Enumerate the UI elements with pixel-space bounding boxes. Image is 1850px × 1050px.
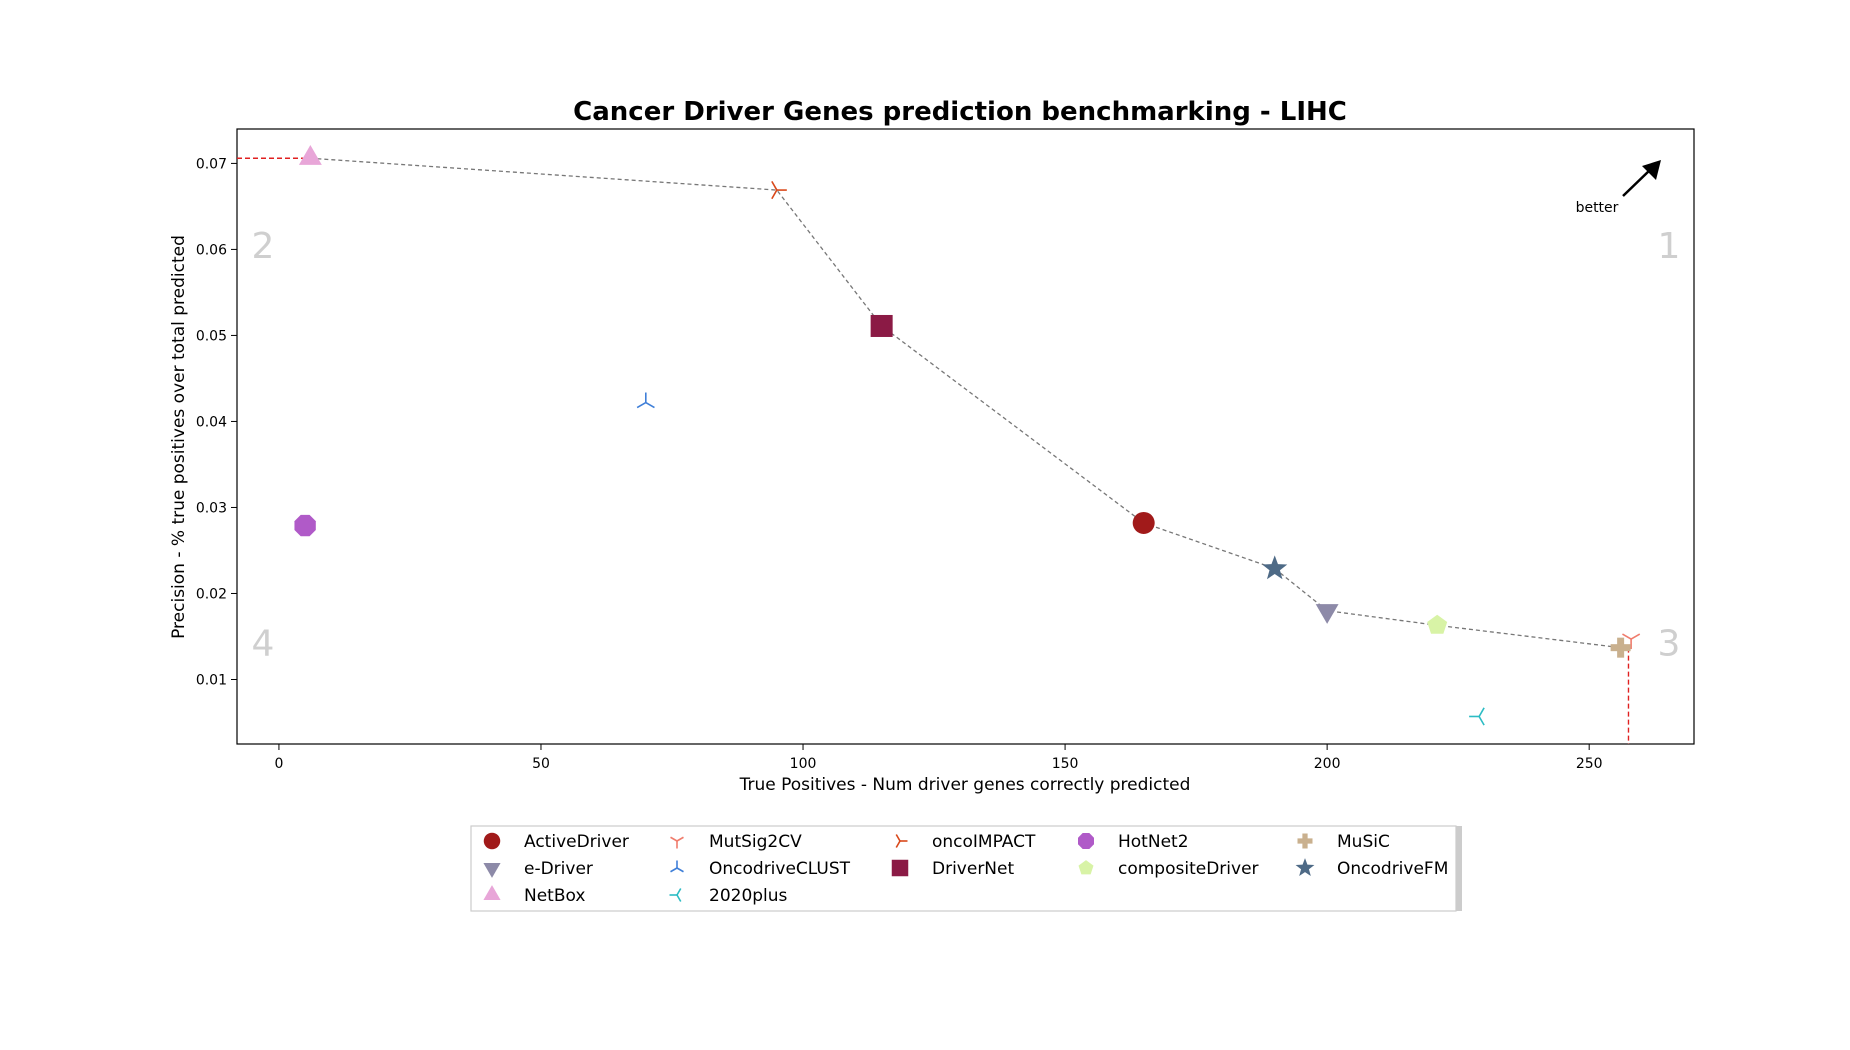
legend-label: MuSiC	[1337, 832, 1390, 852]
legend-item-netbox: NetBox	[483, 885, 585, 906]
x-tick-label: 50	[532, 756, 550, 772]
legend-marker-oncodrivefm	[1295, 858, 1315, 877]
legend-marker-hotnet2	[1078, 833, 1094, 849]
legend-marker-music	[1297, 833, 1313, 849]
legend-label: e-Driver	[524, 859, 593, 879]
quadrant-label-4: 4	[252, 624, 275, 665]
x-tick-label: 100	[790, 756, 817, 772]
annotations: 1 2 3 4 better	[252, 160, 1681, 665]
legend-marker-compositedriver	[1078, 860, 1094, 875]
legend-label: HotNet2	[1118, 832, 1189, 852]
y-tick-label: 0.01	[196, 672, 227, 688]
better-annotation: better	[1576, 200, 1619, 216]
quadrant-label-1: 1	[1658, 226, 1681, 267]
better-arrow-head	[1642, 160, 1661, 180]
y-tick-label: 0.04	[196, 414, 227, 430]
legend-item-oncodrivefm: OncodriveFM	[1295, 858, 1448, 879]
legend-marker-mutsig2cv	[670, 836, 684, 849]
axis-ticks: 0 50 100 150 200 250 0.01 0.02 0.03 0.04 0.05 0.06 0…	[196, 156, 1603, 772]
point-2020plus	[1469, 707, 1485, 726]
legend-marker-drivernet	[891, 859, 909, 877]
legend-item-drivernet: DriverNet	[891, 859, 1014, 879]
legend-label: ActiveDriver	[524, 832, 629, 852]
legend-label: DriverNet	[932, 859, 1014, 879]
x-tick-label: 0	[274, 756, 283, 772]
better-arrow-shaft	[1622, 167, 1653, 197]
y-tick-label: 0.05	[196, 328, 227, 344]
legend-marker-netbox	[483, 885, 501, 900]
y-tick-label: 0.03	[196, 500, 227, 516]
point-oncodriveclust	[636, 392, 655, 409]
legend-label: 2020plus	[709, 886, 788, 906]
quadrant-label-3: 3	[1658, 624, 1681, 665]
legend-marker-activedriver	[483, 832, 501, 850]
legend-marker-oncodriveclust	[670, 860, 684, 873]
legend-item-oncoimpact: oncoIMPACT	[895, 832, 1036, 852]
point-activedriver	[1132, 511, 1155, 534]
point-drivernet	[870, 314, 893, 337]
x-tick-label: 200	[1314, 756, 1341, 772]
legend-label: MutSig2CV	[709, 832, 802, 852]
legend-label: OncodriveCLUST	[709, 859, 851, 879]
y-tick-label: 0.07	[196, 156, 227, 172]
legend-item-activedriver: ActiveDriver	[483, 832, 629, 852]
x-tick-label: 150	[1052, 756, 1079, 772]
legend-marker-2020plus	[669, 888, 682, 902]
y-axis-label: Precision - % true positives over total …	[169, 235, 189, 639]
plot-area-frame	[236, 128, 1695, 745]
quadrant-label-2: 2	[252, 226, 275, 267]
legend-item-e-driver: e-Driver	[483, 859, 593, 879]
legend-marker-oncoimpact	[895, 834, 908, 848]
legend-item-music: MuSiC	[1297, 832, 1390, 852]
reference-lines	[237, 157, 1630, 744]
chart-title: Cancer Driver Genes prediction benchmark…	[573, 97, 1347, 127]
legend-item-compositedriver: compositeDriver	[1078, 859, 1259, 879]
legend-label: oncoIMPACT	[932, 832, 1036, 852]
point-netbox	[298, 145, 322, 165]
x-tick-label: 250	[1576, 756, 1603, 772]
legend-label: OncodriveFM	[1337, 859, 1448, 879]
data-points	[294, 145, 1641, 726]
legend-item-2020plus: 2020plus	[669, 886, 788, 906]
point-music	[1610, 637, 1631, 658]
y-tick-label: 0.06	[196, 242, 227, 258]
legend-item-mutsig2cv: MutSig2CV	[670, 832, 802, 852]
legend-label: NetBox	[524, 886, 585, 906]
point-oncoimpact	[771, 181, 787, 200]
legend: ActiveDriver e-Driver NetBox MutSig2CV Oncod…	[470, 825, 1462, 912]
point-mutsig2cv	[1622, 633, 1641, 650]
pareto-front-line	[310, 157, 1621, 649]
x-axis-label: True Positives - Num driver genes correc…	[739, 775, 1191, 795]
point-oncodrivefm	[1262, 555, 1288, 580]
legend-marker-e-driver	[483, 863, 501, 878]
legend-label: compositeDriver	[1118, 859, 1259, 879]
y-tick-label: 0.02	[196, 586, 227, 602]
legend-box	[470, 825, 1457, 912]
point-e-driver	[1315, 604, 1339, 624]
legend-item-hotnet2: HotNet2	[1078, 832, 1189, 852]
point-compositedriver	[1427, 614, 1448, 634]
legend-item-oncodriveclust: OncodriveCLUST	[670, 859, 851, 879]
point-hotnet2	[294, 514, 316, 537]
